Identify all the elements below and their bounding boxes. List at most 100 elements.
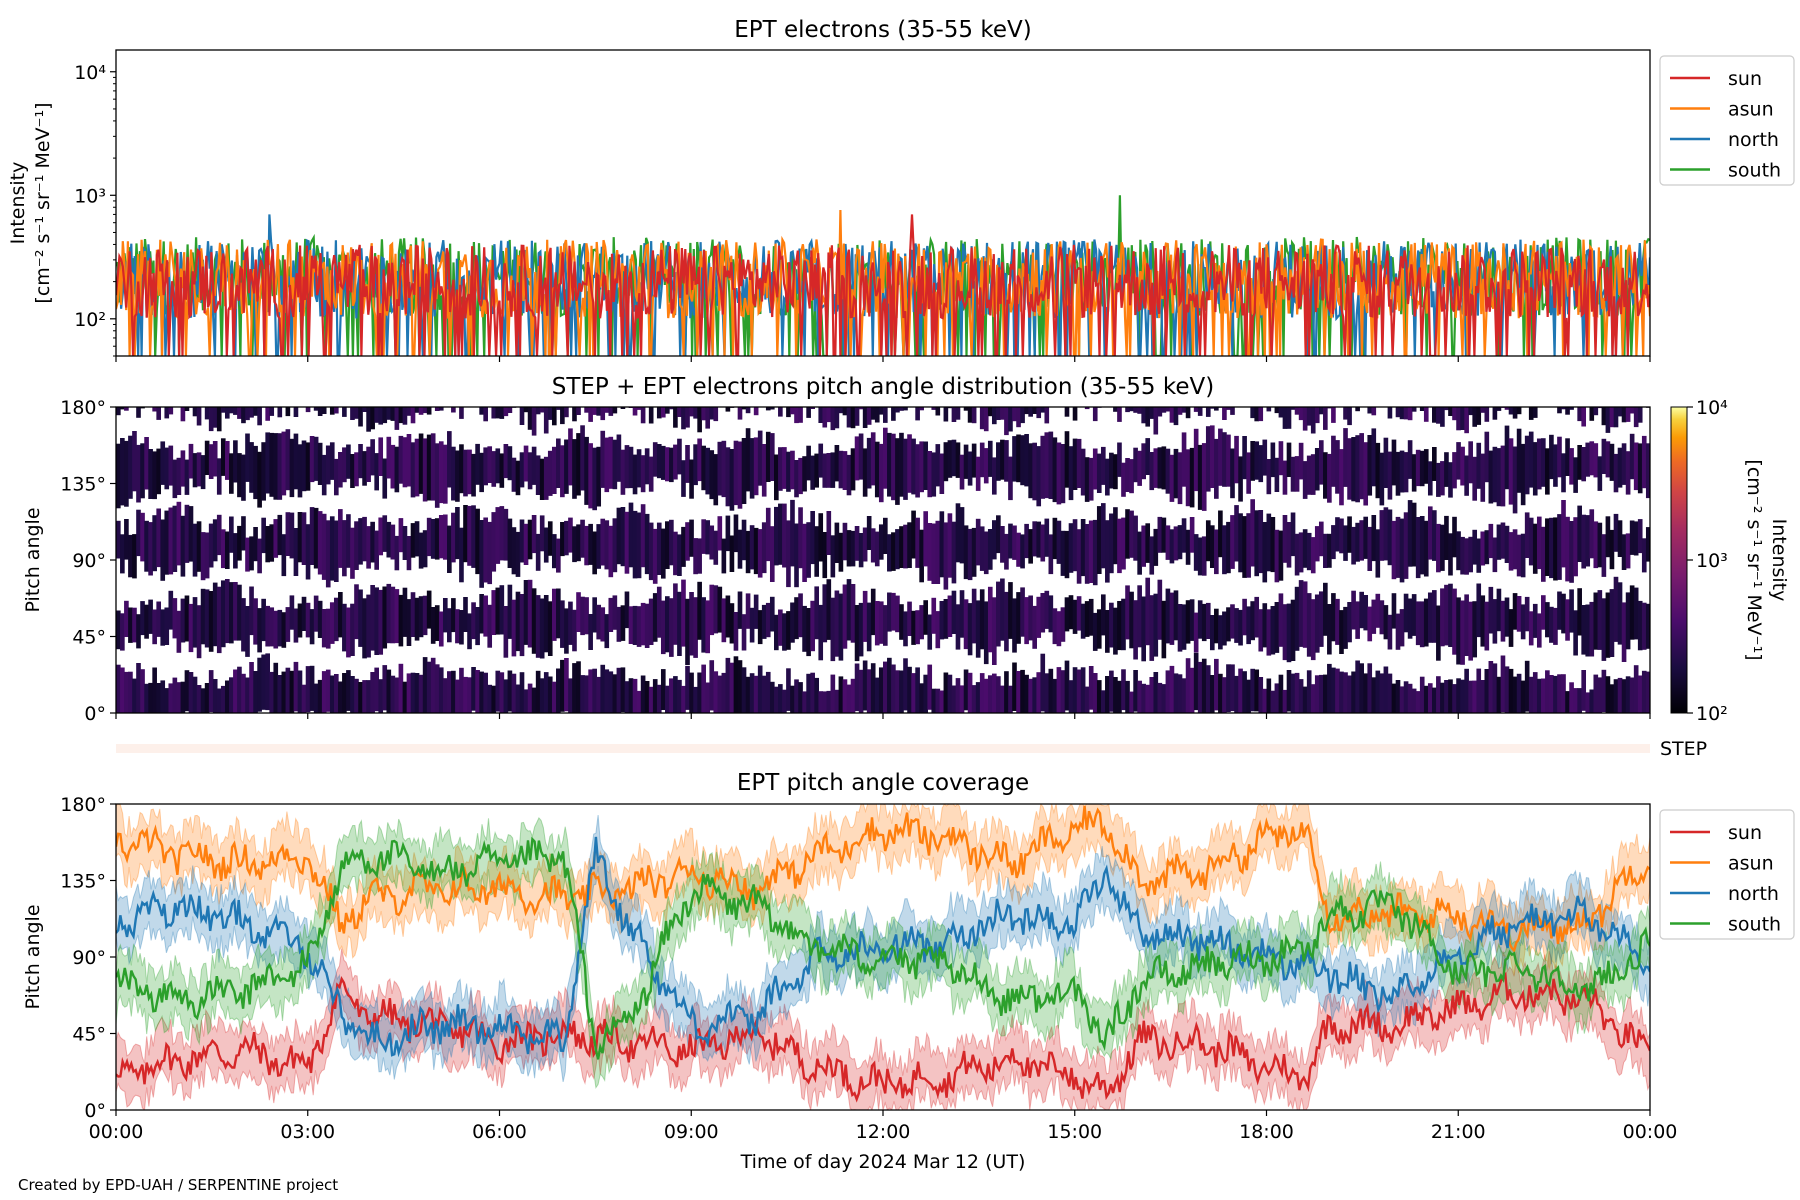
- heatmap-cell: [1004, 591, 1009, 652]
- legend-label-north: north: [1728, 129, 1779, 151]
- heatmap-cell: [1391, 520, 1397, 580]
- heatmap-cell: [798, 593, 803, 638]
- heatmap-cell: [132, 607, 137, 643]
- heatmap-cell: [1133, 447, 1138, 483]
- heatmap-cell: [156, 683, 162, 713]
- heatmap-cell: [1593, 674, 1599, 713]
- heatmap-cell: [507, 670, 513, 712]
- heatmap-cell: [1270, 517, 1276, 573]
- heatmap-cell: [144, 520, 149, 572]
- heatmap-cell: [200, 688, 206, 713]
- heatmap-cell: [503, 407, 509, 417]
- heatmap-cell: [410, 592, 416, 637]
- heatmap-cell: [1524, 512, 1530, 558]
- heatmap-cell: [1468, 407, 1473, 416]
- heatmap-cell: [1484, 407, 1490, 422]
- heatmap-cell: [1432, 590, 1437, 643]
- heatmap-cell: [120, 667, 125, 713]
- heatmap-cell: [1068, 595, 1074, 630]
- heatmap-cell: [1347, 516, 1352, 553]
- heatmap-cell: [1403, 407, 1409, 420]
- heatmap-cell: [556, 668, 561, 713]
- heatmap-cell: [120, 438, 125, 506]
- heatmap-cell: [1177, 604, 1183, 652]
- heatmap-cell: [1209, 615, 1215, 651]
- heatmap-cell: [580, 596, 585, 636]
- heatmap-cell: [636, 512, 642, 579]
- heatmap-cell: [253, 407, 258, 416]
- heatmap-cell: [551, 407, 557, 426]
- heatmap-cell: [1395, 613, 1401, 650]
- heatmap-cell: [1371, 677, 1377, 713]
- heatmap-cell: [479, 452, 484, 493]
- heatmap-cell: [1072, 407, 1078, 421]
- heatmap-cell: [475, 443, 480, 485]
- heatmap-cell: [636, 407, 642, 410]
- heatmap-cell: [277, 407, 283, 418]
- heatmap-cell: [1363, 673, 1369, 713]
- heatmap-cell: [1589, 407, 1595, 421]
- heatmap-cell: [769, 407, 775, 410]
- heatmap-cell: [358, 407, 363, 427]
- heatmap-cell: [374, 530, 379, 570]
- heatmap-cell: [1121, 669, 1126, 711]
- heatmap-cell: [810, 600, 815, 652]
- heatmap-cell: [1444, 680, 1449, 713]
- heatmap-cell: [1008, 456, 1013, 501]
- heatmap-cell: [1468, 680, 1473, 713]
- heatmap-cell: [1016, 532, 1021, 567]
- heatmap-cell: [701, 664, 706, 713]
- legend-box: [1659, 809, 1795, 940]
- heatmap-cell: [358, 518, 363, 565]
- heatmap-cell: [1355, 407, 1360, 412]
- heatmap-cell: [208, 407, 214, 432]
- heatmap-cell: [596, 524, 602, 569]
- heatmap-cell: [1246, 513, 1251, 578]
- heatmap-cell: [430, 519, 436, 559]
- heatmap-cell: [1561, 500, 1566, 568]
- heatmap-cell: [1565, 407, 1570, 415]
- heatmap-cell: [1105, 610, 1110, 653]
- heatmap-cell: [551, 588, 557, 641]
- heatmap-cell: [979, 526, 985, 571]
- heatmap-cell: [1468, 441, 1473, 484]
- heatmap-cell: [790, 602, 795, 643]
- heatmap-cell: [1351, 437, 1356, 502]
- heatmap-cell: [1464, 538, 1469, 575]
- heatmap-cell: [1565, 599, 1570, 641]
- heatmap-cell: [685, 407, 690, 428]
- heatmap-cell: [531, 588, 537, 654]
- heatmap-cell: [1161, 446, 1167, 490]
- heatmap-cell: [689, 672, 694, 713]
- heatmap-cell: [1004, 533, 1009, 570]
- heatmap-cell: [1197, 600, 1203, 639]
- heatmap-cell: [745, 407, 751, 414]
- heatmap-cell: [1012, 436, 1017, 482]
- heatmap-cell: [483, 672, 488, 713]
- heatmap-cell: [1060, 670, 1066, 713]
- heatmap-cell: [620, 507, 626, 567]
- heatmap-cell: [1549, 606, 1554, 643]
- heatmap-cell: [1419, 676, 1425, 713]
- heatmap-cell: [1258, 407, 1264, 422]
- heatmap-cell: [398, 663, 404, 713]
- heatmap-cell: [830, 535, 836, 578]
- heatmap-cell: [1484, 601, 1490, 651]
- heatmap-cell: [394, 407, 400, 430]
- y-tick-label: 90°: [72, 947, 106, 969]
- heatmap-cell: [1504, 425, 1510, 490]
- heatmap-cell: [1290, 407, 1296, 410]
- heatmap-cell: [725, 515, 731, 552]
- heatmap-cell: [192, 453, 198, 488]
- heatmap-cell: [725, 595, 731, 638]
- heatmap-cell: [1472, 529, 1478, 565]
- heatmap-cell: [737, 591, 743, 629]
- heatmap-cell: [701, 519, 706, 554]
- heatmap-cell: [1557, 407, 1562, 414]
- heatmap-cell: [406, 434, 412, 487]
- heatmap-cell: [1242, 516, 1247, 578]
- heatmap-cell: [1375, 442, 1381, 499]
- heatmap-cell: [1480, 531, 1486, 566]
- heatmap-cell: [842, 407, 848, 416]
- heatmap-cell: [1173, 407, 1179, 426]
